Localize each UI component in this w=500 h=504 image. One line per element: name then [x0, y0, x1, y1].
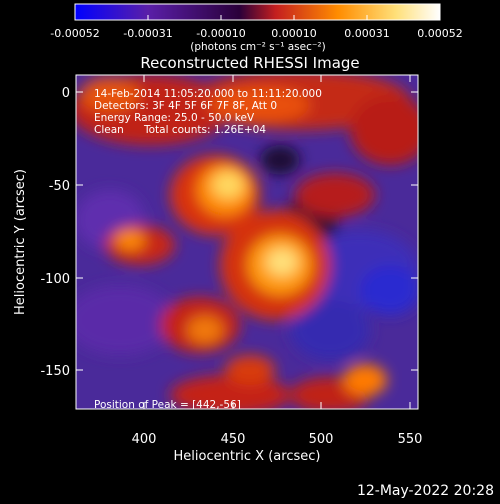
plot-frame	[75, 74, 419, 410]
annotation-peak-position: Position of Peak = [442,-56]	[94, 399, 241, 411]
annotation-block: 14-Feb-2014 11:05:20.000 to 11:11:20.000…	[94, 88, 322, 136]
x-tick-label: 450	[221, 432, 246, 447]
colorbar-tick-label: 0.00052	[417, 27, 463, 40]
colorbar-tick-label: -0.00010	[196, 27, 245, 40]
y-tick-label: -100	[40, 272, 70, 287]
colorbar: -0.00052 -0.00031 -0.00010 0.00010 0.000…	[50, 3, 463, 53]
y-tick-label: 0	[62, 86, 70, 101]
colorbar-tick-label: -0.00031	[123, 27, 172, 40]
x-tick-label: 550	[398, 432, 423, 447]
annotation-energy-range: Energy Range: 25.0 - 50.0 keV	[94, 112, 255, 124]
colorbar-ticks	[74, 15, 441, 20]
x-axis-ticks	[143, 75, 411, 409]
x-tick-label: 500	[309, 432, 334, 447]
rhessi-image	[76, 75, 418, 409]
annotation-total-counts: Total counts: 1.26E+04	[143, 124, 266, 136]
colorbar-tick-label: 0.00031	[344, 27, 390, 40]
colorbar-unit-label: (photons cm⁻² s⁻¹ asec⁻²)	[190, 41, 325, 53]
y-tick-label: -150	[40, 364, 70, 379]
footer-timestamp: 12-May-2022 20:28	[357, 483, 494, 499]
y-axis-ticks	[76, 91, 418, 371]
y-tick-label: -50	[49, 179, 70, 194]
colorbar-gradient	[74, 3, 441, 21]
colorbar-tick-label: 0.00010	[271, 27, 317, 40]
plot-title: Reconstructed RHESSI Image	[140, 54, 359, 72]
y-axis-label: Heliocentric Y (arcsec)	[13, 169, 28, 315]
annotation-clean: Clean	[94, 124, 124, 136]
annotation-time-range: 14-Feb-2014 11:05:20.000 to 11:11:20.000	[94, 88, 322, 100]
x-tick-label: 400	[132, 432, 157, 447]
annotation-detectors: Detectors: 3F 4F 5F 6F 7F 8F, Att 0	[94, 100, 277, 112]
colorbar-tick-label: -0.00052	[50, 27, 99, 40]
x-axis-label: Heliocentric X (arcsec)	[174, 449, 321, 464]
